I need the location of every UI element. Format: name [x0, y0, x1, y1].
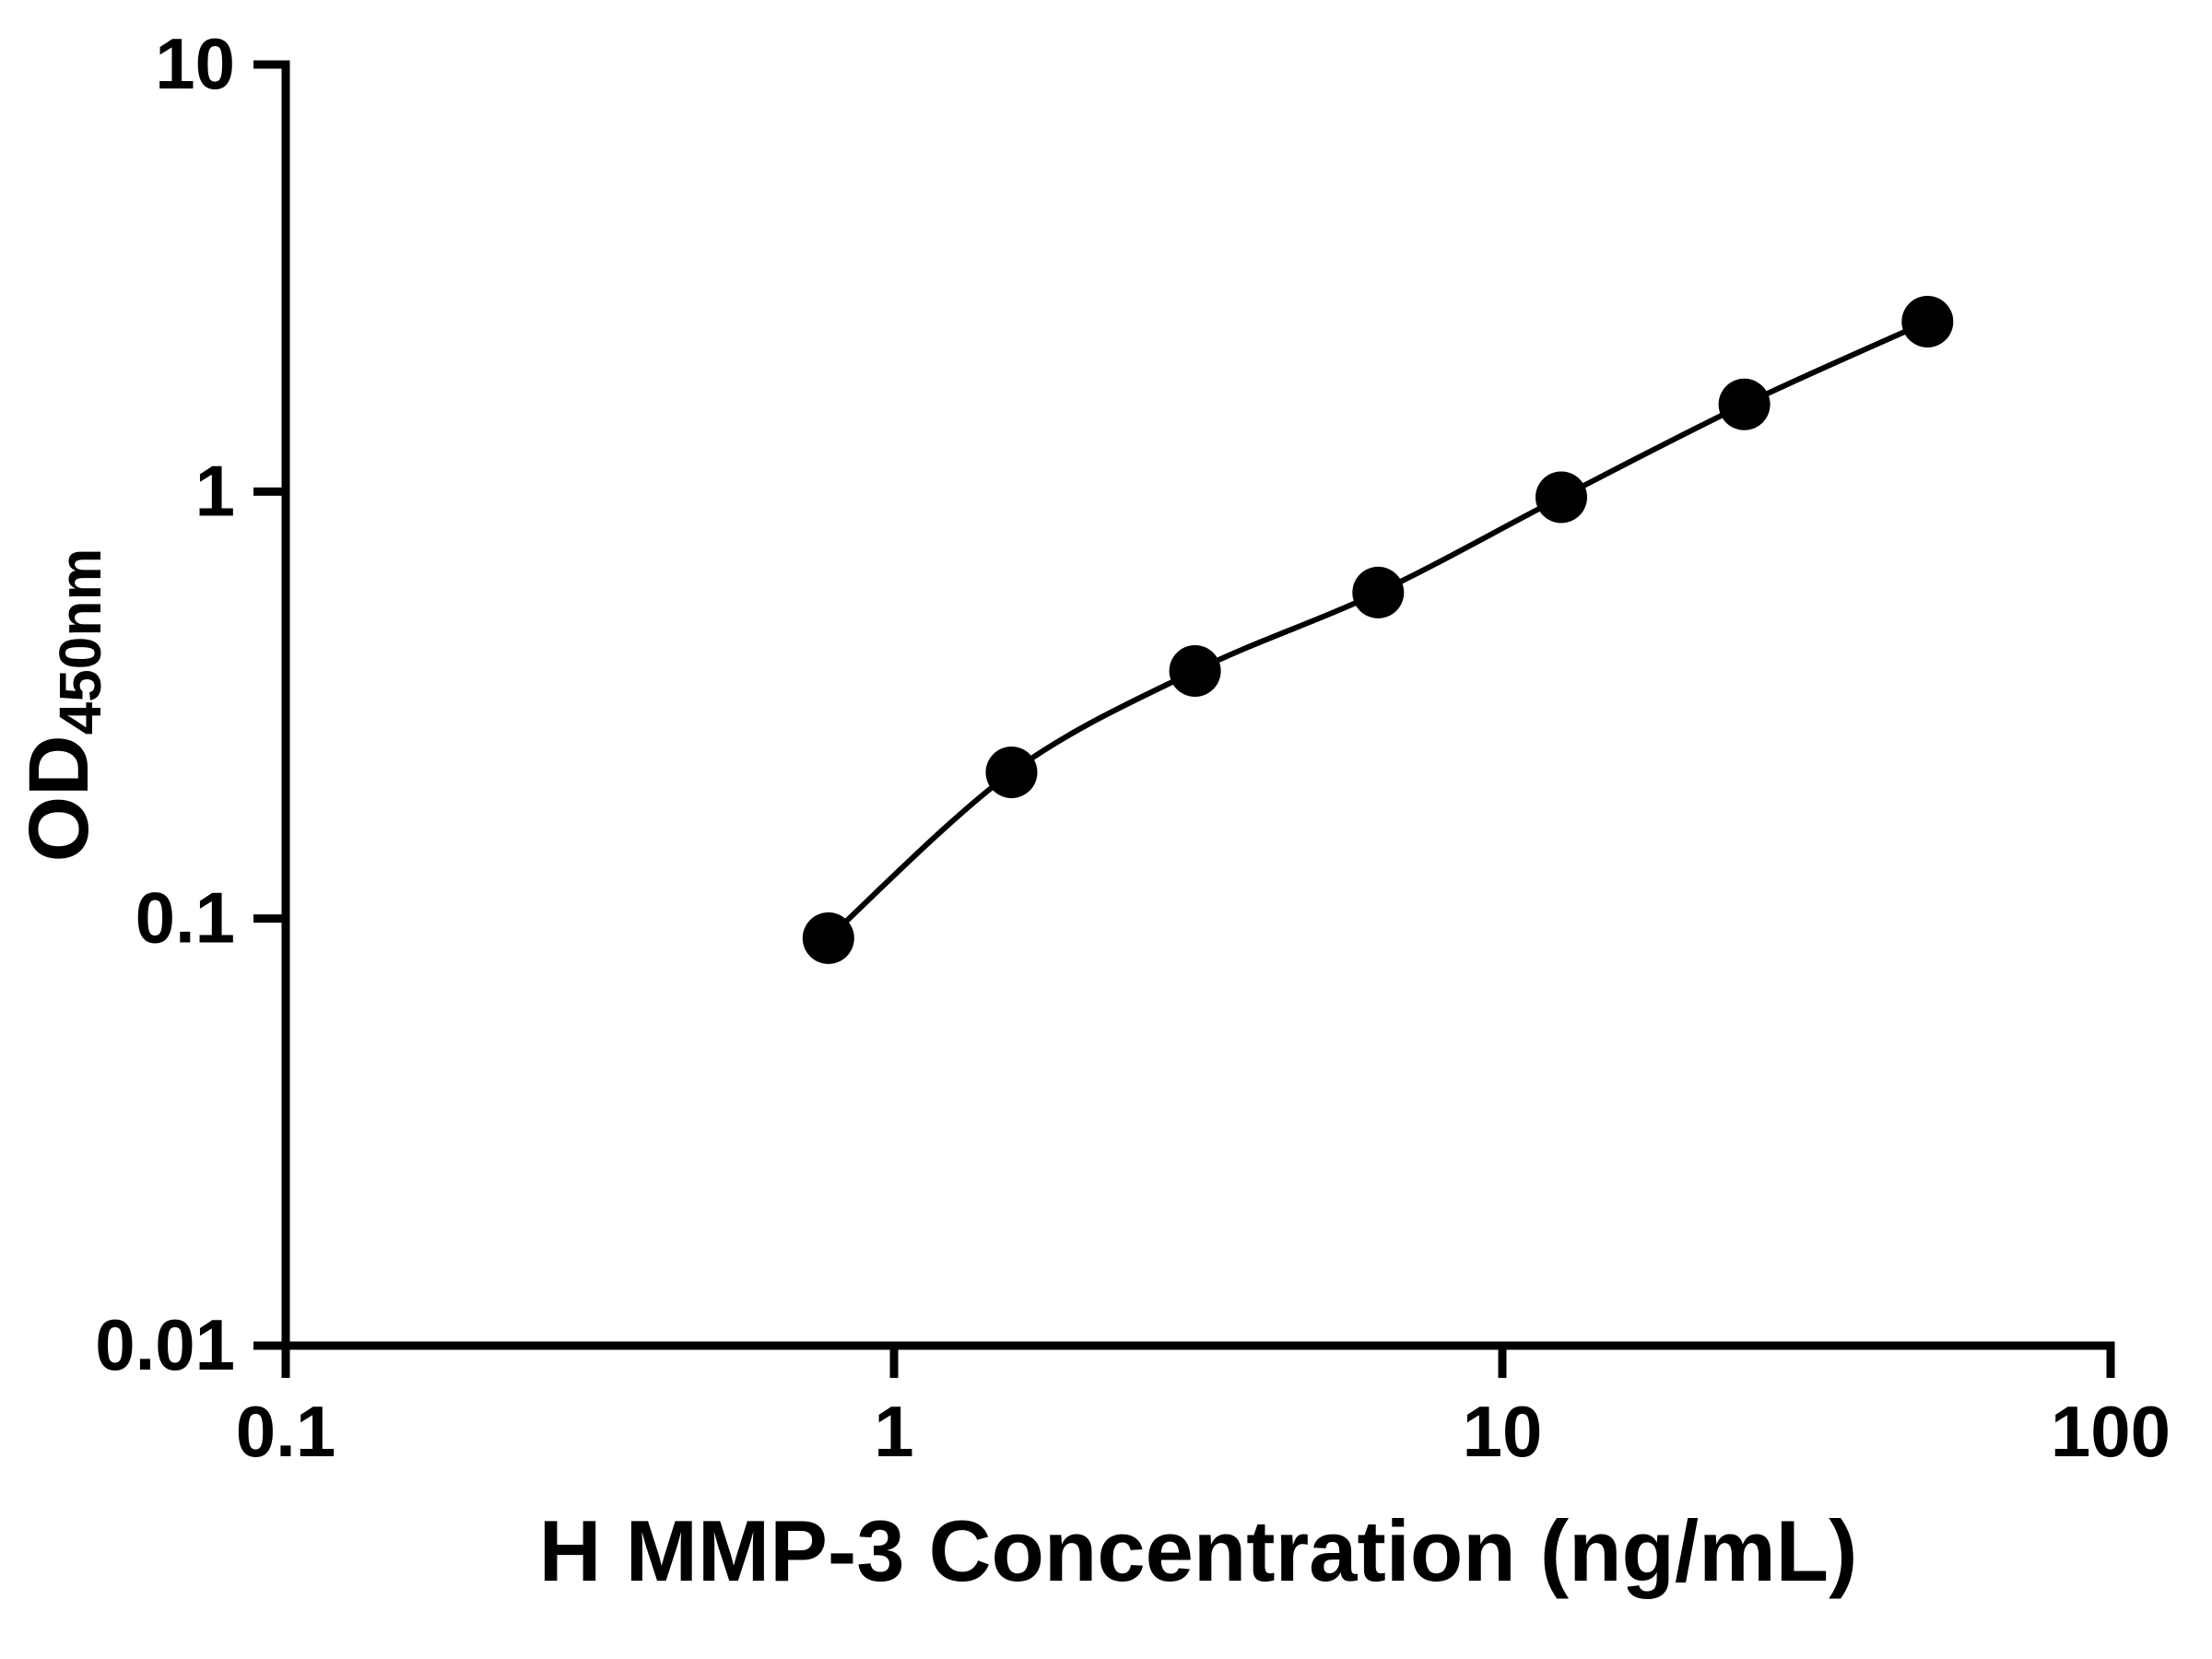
x-tick-label: 1 — [874, 1391, 913, 1472]
data-point — [1352, 566, 1405, 618]
data-point — [1169, 645, 1221, 697]
y-tick-label: 1 — [195, 450, 235, 531]
x-axis-title: H MMP-3 Concentration (ng/mL) — [539, 1502, 1858, 1599]
y-tick-label: 0.1 — [135, 877, 235, 959]
data-point — [1718, 378, 1771, 430]
y-axis-title: OD450nm — [12, 548, 113, 863]
y-tick-label: 10 — [155, 23, 235, 104]
y-axis-title-main: OD — [12, 735, 106, 862]
data-point — [1535, 471, 1587, 524]
x-tick-label: 0.1 — [236, 1391, 335, 1472]
data-point — [985, 747, 1038, 798]
x-tick-label: 100 — [2051, 1391, 2171, 1472]
y-axis-title-sub: 450nm — [47, 548, 113, 735]
data-point — [802, 912, 854, 964]
axes — [281, 60, 2115, 1350]
x-tick-label: 10 — [1463, 1391, 1543, 1472]
axis-ticks — [253, 60, 2115, 1378]
axis-spine — [281, 60, 2115, 1350]
y-tick-label: 0.01 — [95, 1304, 235, 1385]
data-points — [802, 296, 1954, 964]
data-point — [1901, 296, 1954, 347]
